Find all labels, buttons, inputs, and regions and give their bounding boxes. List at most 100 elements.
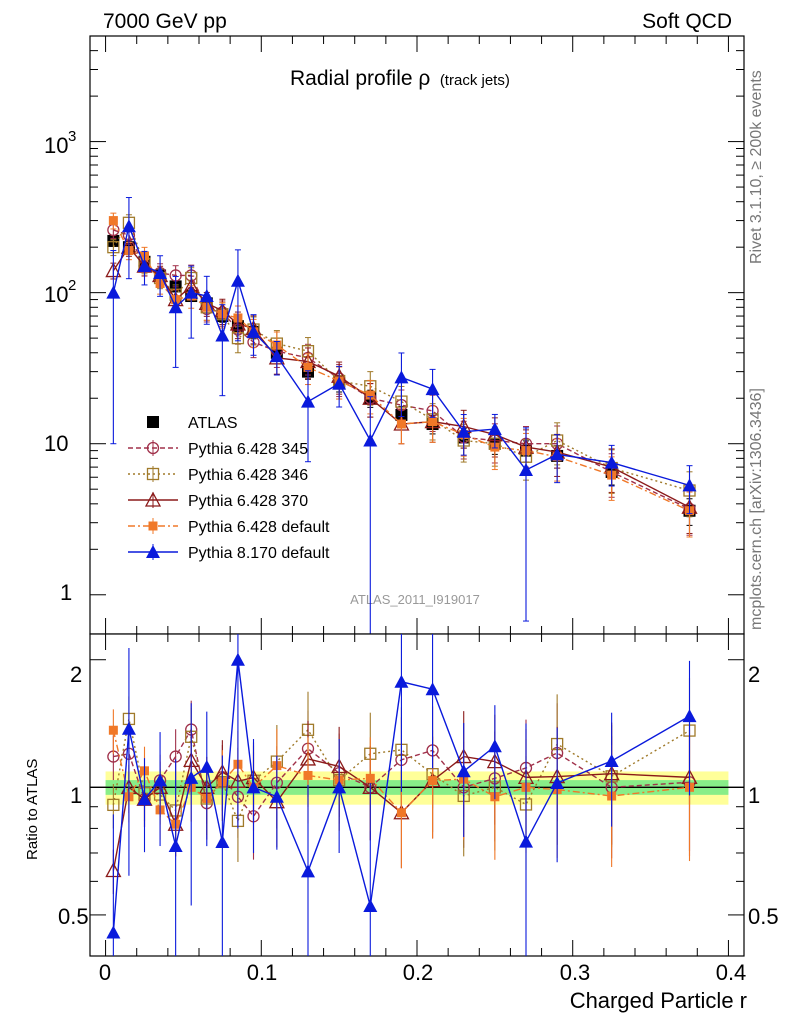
ratio-series-5: [106, 634, 697, 956]
data-point: [230, 273, 245, 287]
ratio-point: [604, 753, 619, 767]
ratio-ytick-0: 0.5: [58, 904, 89, 929]
main-ytick-100-base: 10: [44, 282, 68, 307]
ratio-point: [107, 798, 120, 812]
data-point: [550, 447, 565, 461]
ratio-point: [215, 835, 230, 849]
data-point: [332, 376, 347, 390]
ratio-point: [425, 682, 440, 696]
xtick-3: 0.3: [560, 960, 591, 985]
main-ytick-1000-exp: 3: [68, 128, 76, 145]
ratio-ytick-2: 2: [70, 662, 82, 687]
data-point: [108, 216, 118, 226]
ratio-point: [363, 898, 378, 912]
data-point: [425, 382, 440, 396]
legend-label: Pythia 8.170 default: [188, 545, 330, 562]
ratio-point: [456, 764, 471, 778]
header-left: 7000 GeV pp: [103, 10, 227, 33]
data-point: [519, 462, 533, 476]
ratio-point: [246, 780, 261, 794]
legend-item-0: ATLAS: [147, 415, 238, 432]
analysis-label: ATLAS_2011_I919017: [350, 592, 480, 607]
chart-title-main: Radial profile ρ: [290, 67, 430, 90]
data-point: [682, 478, 697, 492]
legend-label: Pythia 6.428 default: [188, 519, 330, 536]
data-point: [303, 362, 313, 372]
data-point: [269, 349, 284, 363]
legend: ATLAS Pythia 6.428 345 Pythia 6.428 346 Pyt…: [128, 415, 330, 562]
ratio-line-3: [112, 755, 690, 871]
ratio-point: [428, 776, 438, 786]
header-right: Soft QCD: [642, 10, 732, 33]
data-point: [428, 417, 438, 427]
legend-item-3: Pythia 6.428 370: [128, 491, 308, 510]
data-point: [246, 324, 261, 338]
data-point: [301, 394, 315, 408]
ratio-point: [199, 759, 214, 773]
data-point: [137, 259, 152, 273]
data-point: [487, 422, 502, 436]
series-5: [106, 197, 697, 635]
rivet-label: Rivet 3.1.10, ≥ 200k events: [748, 70, 765, 264]
main-ytick-1: 1: [60, 580, 72, 605]
data-point: [604, 455, 619, 469]
ratio-point: [121, 721, 136, 735]
ratio-y-axis: [90, 659, 744, 957]
legend-item-2: Pythia 6.428 346: [128, 466, 308, 484]
data-point: [396, 419, 406, 429]
main-panel: 1 10 10 2 10 3 Radial profile ρ (track j…: [44, 35, 745, 635]
legend-marker: [148, 521, 158, 531]
series-line-1: [113, 229, 690, 510]
ratio-point: [303, 770, 313, 780]
xtick-2: 0.2: [403, 960, 434, 985]
legend-marker: [146, 545, 160, 558]
ratio-point: [519, 834, 533, 848]
series-line-3: [112, 246, 690, 508]
ratio-ytick-1: 1: [70, 783, 82, 808]
legend-marker: [146, 441, 160, 455]
legend-item-1: Pythia 6.428 345: [128, 440, 308, 458]
legend-label: Pythia 6.428 345: [188, 441, 308, 458]
main-ytick-10: 10: [44, 431, 68, 456]
legend-item-5: Pythia 8.170 default: [128, 544, 330, 562]
data-point: [456, 424, 471, 438]
ratio-point: [269, 789, 284, 803]
ratio-point: [332, 780, 347, 794]
data-point: [215, 328, 230, 342]
data-point: [199, 289, 214, 303]
ratio-point: [106, 925, 121, 939]
xtick-0: 0: [99, 960, 111, 985]
ratio-point: [394, 674, 409, 688]
ratio-point: [108, 725, 118, 735]
ratio-ytick-right-0: 0.5: [748, 904, 779, 929]
ratio-point: [137, 792, 152, 806]
main-ytick-1000-base: 10: [44, 133, 68, 158]
data-point: [168, 300, 183, 314]
ratio-point: [168, 838, 183, 852]
ratio-point: [487, 739, 502, 753]
data-point: [184, 285, 199, 299]
legend-marker: [146, 467, 160, 481]
ratio-panel: 0.5 1 2 0.5 1 2 Ratio to ATLAS: [24, 633, 779, 957]
data-point: [121, 219, 136, 233]
x-axis-label: Charged Particle r: [570, 988, 747, 1013]
main-y-axis: [90, 35, 744, 596]
ratio-point: [230, 652, 245, 666]
series-line-5: [112, 223, 690, 487]
data-point: [365, 390, 375, 400]
xtick-4: 0.4: [716, 960, 747, 985]
ratio-point: [301, 864, 315, 878]
ratio-point: [365, 773, 375, 783]
ratio-ytick-right-1: 1: [748, 783, 760, 808]
legend-marker: [144, 491, 162, 507]
data-point: [363, 433, 378, 447]
data-point: [394, 370, 409, 384]
ratio-point: [396, 808, 406, 818]
chart-title: Radial profile ρ (track jets): [290, 67, 510, 90]
legend-label: Pythia 6.428 346: [188, 467, 308, 484]
legend-marker: [147, 416, 159, 428]
main-series-layer: [105, 197, 698, 635]
ratio-ytick-right-2: 2: [748, 662, 760, 687]
legend-label: ATLAS: [188, 415, 238, 432]
ratio-line-1: [113, 727, 690, 818]
